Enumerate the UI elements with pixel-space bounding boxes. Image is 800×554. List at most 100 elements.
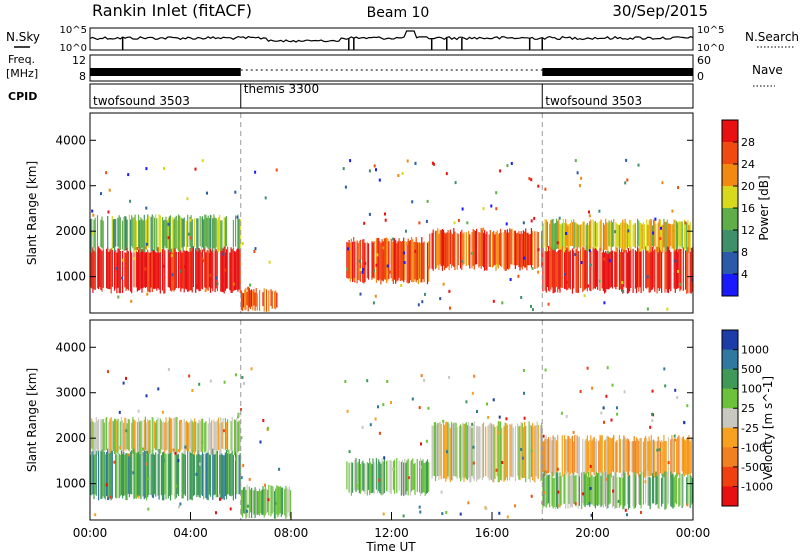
heatmap-cell: [190, 246, 192, 291]
heatmap-cell: [556, 472, 558, 508]
heatmap-cell: [447, 422, 449, 477]
heatmap-cell: [600, 475, 602, 508]
heatmap-cell: [462, 422, 464, 478]
heatmap-cell: [139, 421, 141, 455]
heatmap-cell: [605, 251, 607, 293]
heatmap-cell: [107, 448, 109, 497]
heatmap-speckle: [129, 199, 132, 203]
heatmap-cell: [657, 222, 659, 252]
heatmap-cell: [568, 475, 570, 504]
heatmap-cell: [364, 463, 366, 494]
heatmap-cell: [501, 232, 503, 268]
heatmap-speckle: [344, 185, 347, 189]
heatmap-cell: [647, 441, 649, 472]
heatmap-cell: [586, 476, 588, 506]
heatmap-cell: [565, 249, 567, 290]
heatmap-speckle: [495, 207, 498, 211]
heatmap-cell: [262, 292, 264, 307]
heatmap-speckle: [471, 422, 474, 426]
heatmap-cell: [442, 422, 445, 479]
heatmap-cell: [438, 233, 440, 270]
colorbar-tick-label: 28: [741, 136, 755, 149]
heatmap-speckle: [646, 275, 649, 279]
heatmap-cell: [91, 418, 93, 449]
heatmap-speckle: [521, 456, 524, 460]
heatmap-cell: [611, 222, 614, 247]
heatmap-cell: [243, 487, 245, 514]
heatmap-speckle: [623, 390, 626, 394]
heatmap-cell: [257, 490, 260, 515]
heatmap-cell: [192, 454, 194, 497]
heatmap-cell: [138, 450, 140, 497]
heatmap-cell: [199, 249, 201, 291]
heatmap-speckle: [431, 161, 434, 165]
heatmap-cell: [658, 247, 660, 291]
heatmap-speckle: [183, 265, 186, 269]
heatmap-cell: [682, 473, 684, 507]
heatmap-speckle: [146, 450, 149, 454]
heatmap-cell: [492, 424, 494, 483]
heatmap-speckle: [218, 494, 221, 498]
heatmap-speckle: [125, 429, 128, 433]
heatmap-cell: [546, 221, 548, 248]
heatmap-cell: [447, 230, 449, 267]
heatmap-cell: [348, 462, 350, 493]
heatmap-speckle: [600, 411, 603, 415]
heatmap-cell: [200, 217, 202, 253]
heatmap-cell: [658, 472, 660, 509]
heatmap-speckle: [588, 210, 590, 214]
heatmap-cell: [590, 219, 592, 249]
heatmap-cell: [91, 218, 93, 253]
heatmap-cell: [386, 461, 388, 492]
heatmap-cell: [265, 289, 268, 312]
heatmap-cell: [635, 473, 638, 506]
colorbar-tick-label: 4: [741, 268, 748, 281]
heatmap-cell: [228, 449, 230, 495]
heatmap-cell: [112, 219, 114, 249]
heatmap-cell: [371, 464, 373, 493]
heatmap-cell: [130, 250, 132, 292]
heatmap-cell: [581, 472, 583, 510]
heatmap-cell: [444, 425, 446, 479]
heatmap-speckle: [684, 221, 687, 225]
heatmap-speckle: [105, 483, 108, 487]
heatmap-cell: [101, 419, 103, 450]
heatmap-cell: [560, 224, 562, 250]
heatmap-cell: [134, 451, 136, 499]
heatmap-cell: [420, 457, 422, 497]
heatmap-speckle: [278, 467, 281, 471]
heatmap-cell: [685, 440, 687, 475]
heatmap-cell: [177, 214, 180, 252]
heatmap-speckle: [194, 167, 197, 171]
heatmap-cell: [624, 437, 626, 473]
heatmap-speckle: [175, 484, 178, 488]
heatmap-cell: [400, 461, 402, 496]
heatmap-cell: [416, 459, 418, 493]
heatmap-cell: [353, 237, 355, 280]
heatmap-cell: [280, 487, 282, 517]
heatmap-cell: [127, 453, 129, 494]
heatmap-cell: [581, 224, 583, 247]
heatmap-cell: [204, 422, 206, 453]
heatmap-speckle: [201, 440, 204, 444]
heatmap-cell: [249, 489, 252, 513]
heatmap-cell: [411, 460, 413, 492]
heatmap-speckle: [186, 197, 189, 201]
heatmap-cell: [428, 241, 430, 282]
heatmap-cell: [117, 217, 119, 247]
heatmap-cell: [252, 290, 254, 311]
heatmap-cell: [232, 247, 234, 291]
heatmap-speckle: [625, 158, 628, 162]
heatmap-cell: [131, 215, 133, 247]
heatmap-speckle: [501, 461, 504, 464]
heatmap-speckle: [603, 420, 605, 424]
heatmap-cell: [185, 220, 188, 251]
heatmap-cell: [239, 249, 241, 293]
heatmap-cell: [100, 219, 102, 247]
heatmap-cell: [624, 219, 626, 253]
heatmap-cell: [403, 462, 405, 497]
heatmap-speckle: [137, 409, 140, 413]
heatmap-cell: [213, 419, 215, 455]
heatmap-cell: [674, 219, 676, 251]
heatmap-cell: [445, 233, 447, 268]
